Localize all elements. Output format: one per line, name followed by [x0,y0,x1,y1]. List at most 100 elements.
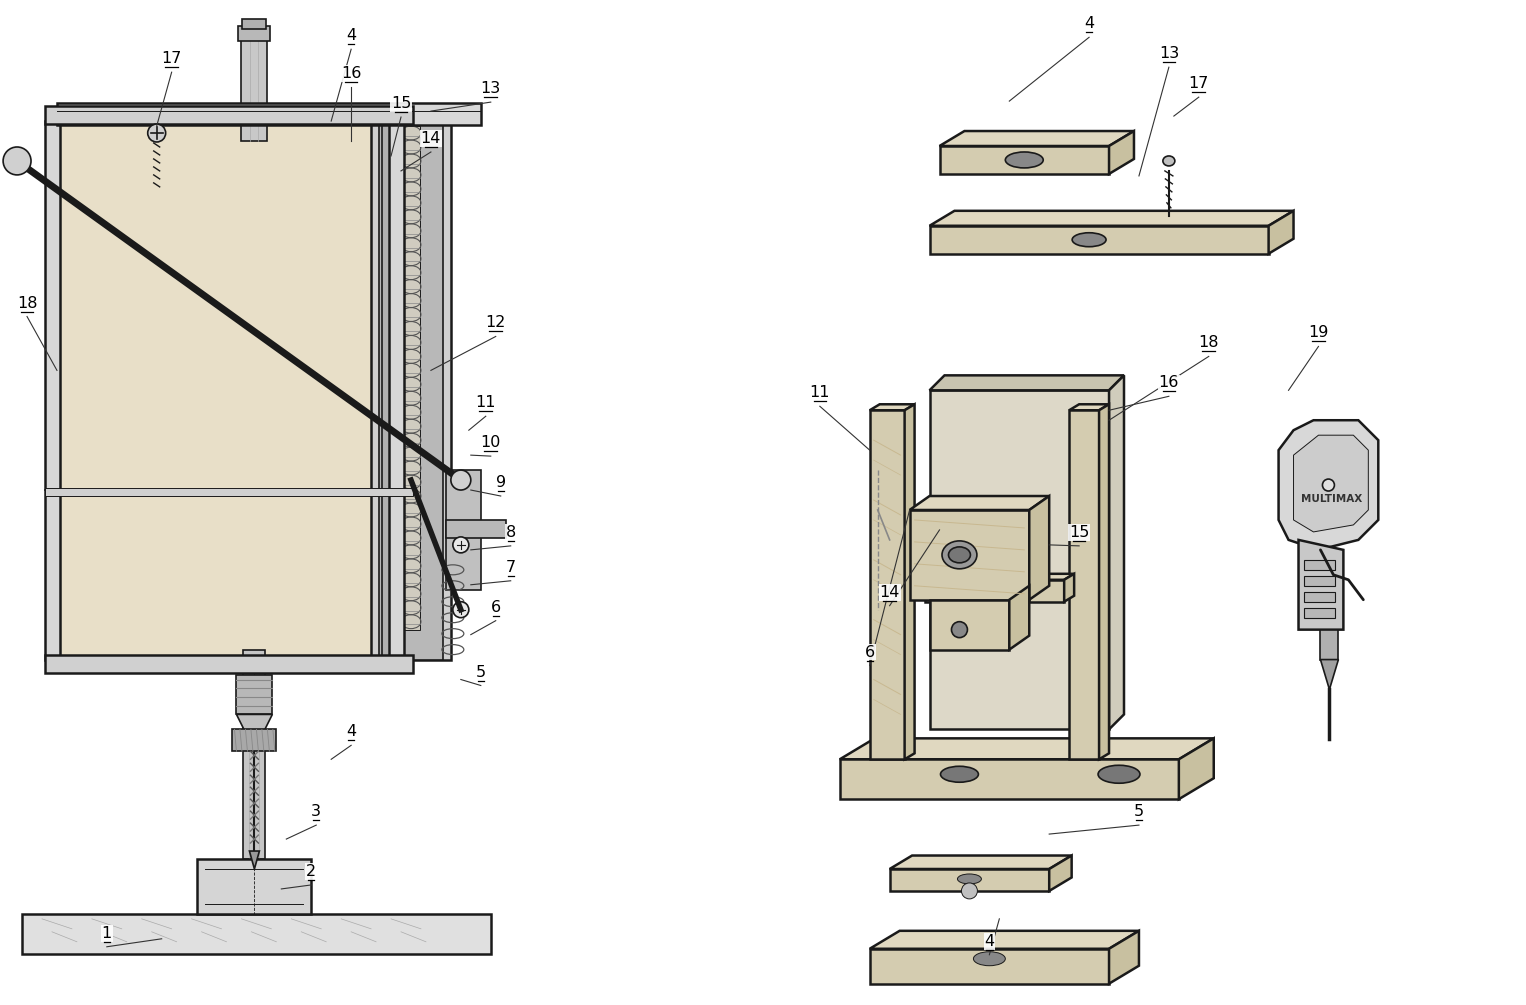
Text: 6: 6 [865,644,874,659]
Bar [378,121,443,659]
Text: 14: 14 [879,585,900,600]
Bar [243,19,267,29]
Polygon shape [1009,586,1029,649]
Circle shape [453,602,468,618]
Text: 15: 15 [391,96,410,112]
Text: 4: 4 [1083,16,1094,31]
Bar [21,914,491,954]
Text: 13: 13 [1158,46,1180,61]
Bar [446,470,481,590]
Polygon shape [1109,375,1125,730]
Polygon shape [929,211,1294,226]
Polygon shape [870,949,1109,984]
Polygon shape [839,760,1180,799]
Ellipse shape [1099,765,1140,783]
Polygon shape [1268,211,1294,253]
Bar [244,649,266,859]
Text: 1: 1 [102,926,111,941]
Polygon shape [1294,435,1369,532]
Circle shape [450,470,472,490]
Polygon shape [905,404,914,760]
Text: 5: 5 [476,664,485,679]
Circle shape [453,537,468,553]
Text: 14: 14 [421,131,441,146]
Polygon shape [1070,404,1109,410]
Polygon shape [1180,739,1213,799]
Polygon shape [890,855,1071,869]
Polygon shape [929,226,1268,253]
Polygon shape [839,739,1213,760]
Text: 4: 4 [984,934,995,949]
Polygon shape [929,375,1125,390]
Text: 17: 17 [1189,76,1209,91]
Polygon shape [940,131,1134,146]
Bar [44,121,60,659]
Polygon shape [1320,659,1338,689]
Polygon shape [870,404,914,410]
Ellipse shape [940,766,978,782]
Polygon shape [909,496,1050,510]
Ellipse shape [1163,156,1175,166]
Text: 9: 9 [496,475,505,490]
Polygon shape [1299,540,1343,630]
Ellipse shape [974,952,1006,966]
Polygon shape [1064,574,1074,602]
Polygon shape [1109,931,1138,984]
Circle shape [961,883,978,898]
Text: 4: 4 [346,725,356,740]
Text: 8: 8 [505,525,516,540]
Bar [238,26,270,41]
Circle shape [952,622,967,637]
Polygon shape [1279,420,1378,550]
Bar [929,600,1009,649]
Polygon shape [925,580,1064,602]
Bar [371,121,450,659]
Polygon shape [940,146,1109,174]
Polygon shape [1029,496,1050,600]
Text: 18: 18 [17,295,37,311]
Text: 6: 6 [491,600,501,615]
Text: 19: 19 [1308,326,1329,341]
Polygon shape [1070,410,1099,760]
Polygon shape [1050,855,1071,890]
Bar [401,126,420,630]
Bar [929,390,1109,730]
Bar [1303,592,1335,602]
Bar [44,107,414,124]
Polygon shape [1109,131,1134,174]
Bar [197,859,311,914]
Circle shape [453,472,468,488]
Text: 13: 13 [481,81,501,96]
Bar [389,121,404,659]
Polygon shape [870,931,1138,949]
Polygon shape [890,869,1050,890]
Bar [241,31,267,141]
Bar [382,121,391,659]
Bar [1320,630,1338,659]
Text: 17: 17 [162,51,182,66]
Text: 16: 16 [340,66,362,81]
Circle shape [1323,479,1334,491]
Text: 18: 18 [1198,336,1219,351]
Bar [446,520,505,538]
Bar [1303,560,1335,570]
Text: 10: 10 [481,435,501,450]
Bar [237,674,272,715]
Polygon shape [870,410,905,760]
Text: 5: 5 [1134,804,1144,819]
Ellipse shape [949,547,971,563]
Polygon shape [925,574,1074,580]
Text: 7: 7 [505,560,516,575]
Bar [44,488,414,496]
Circle shape [3,147,31,175]
Text: MULTIMAX: MULTIMAX [1300,494,1361,504]
Ellipse shape [1073,233,1106,246]
Text: 3: 3 [311,804,322,819]
Ellipse shape [1006,152,1044,168]
Bar [1303,608,1335,618]
Bar [1303,576,1335,586]
Text: 2: 2 [307,864,316,879]
Text: 12: 12 [485,316,507,331]
Polygon shape [249,851,259,869]
Text: 11: 11 [476,395,496,410]
